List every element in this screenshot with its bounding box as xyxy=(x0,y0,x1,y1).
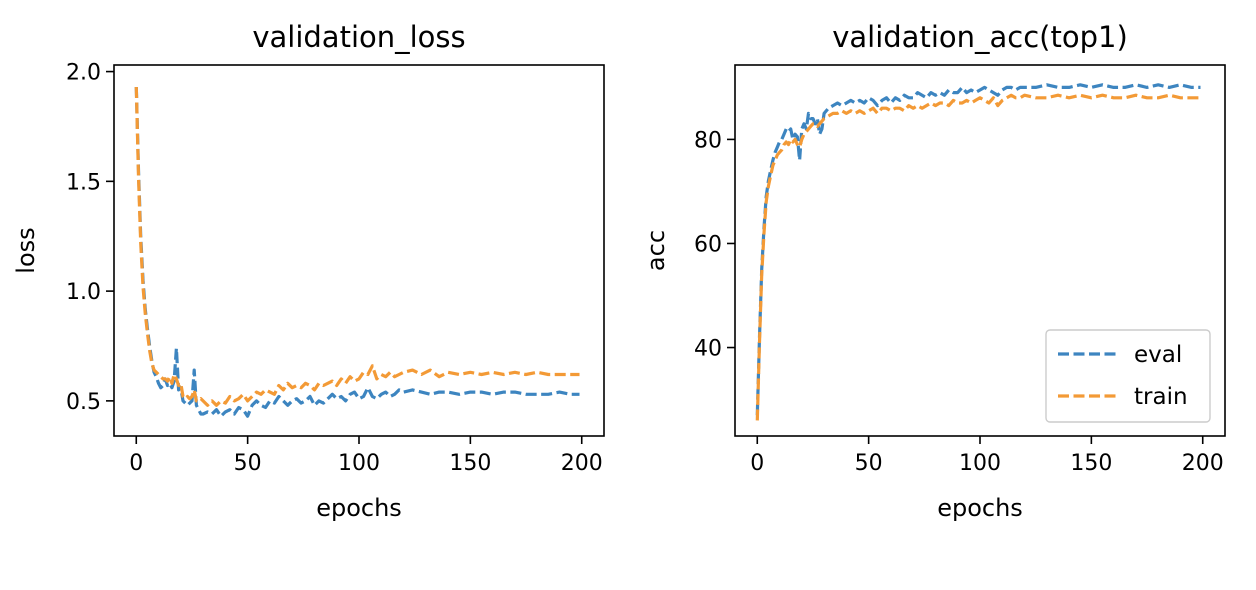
loss-series-train-line xyxy=(134,86,580,407)
accuracy-x-tick-label: 150 xyxy=(1070,451,1112,476)
loss-chart-y-axis-label: loss xyxy=(12,227,40,273)
loss-x-tick-label: 0 xyxy=(129,451,143,476)
accuracy-chart: 0 50 100 150 200 40 60 80 validation_acc(top1)ep… xyxy=(642,20,1226,522)
loss-chart-x-axis-label: epochs xyxy=(316,494,402,522)
accuracy-x-tick-label: 0 xyxy=(750,451,764,476)
loss-y-tick-label: 0.5 xyxy=(66,390,101,415)
loss-x-tick-label: 50 xyxy=(234,451,262,476)
loss-x-tick-label: 100 xyxy=(338,451,380,476)
accuracy-x-tick-label: 100 xyxy=(959,451,1001,476)
accuracy-x-tick-label: 50 xyxy=(855,451,883,476)
loss-series-eval-line xyxy=(134,86,580,418)
legend-train-label: train xyxy=(1134,384,1188,410)
loss-y-tick-label: 1.5 xyxy=(66,170,101,195)
accuracy-chart-title: validation_acc(top1) xyxy=(832,20,1128,54)
accuracy-y-tick-label: 80 xyxy=(694,128,722,153)
accuracy-y-tick-label: 60 xyxy=(694,232,722,257)
accuracy-chart-x-axis-label: epochs xyxy=(937,494,1023,522)
loss-chart: 0 50 100 150 200 0.5 1.0 1.5 2.0 validation_losse… xyxy=(12,20,605,522)
accuracy-x-tick-label: 200 xyxy=(1182,451,1224,476)
accuracy-chart-y-axis-label: acc xyxy=(642,230,670,271)
legend-eval-label: eval xyxy=(1134,342,1182,368)
loss-x-tick-label: 200 xyxy=(561,451,603,476)
legend-box xyxy=(1045,329,1211,423)
accuracy-y-tick-label: 40 xyxy=(694,337,722,362)
accuracy-legend: eval train xyxy=(1045,329,1211,423)
loss-y-tick-label: 2.0 xyxy=(66,61,101,86)
accuracy-series-eval-line xyxy=(755,83,1201,416)
loss-x-tick-label: 150 xyxy=(449,451,491,476)
loss-y-tick-label: 1.0 xyxy=(66,280,101,305)
loss-chart-title: validation_loss xyxy=(252,20,465,54)
